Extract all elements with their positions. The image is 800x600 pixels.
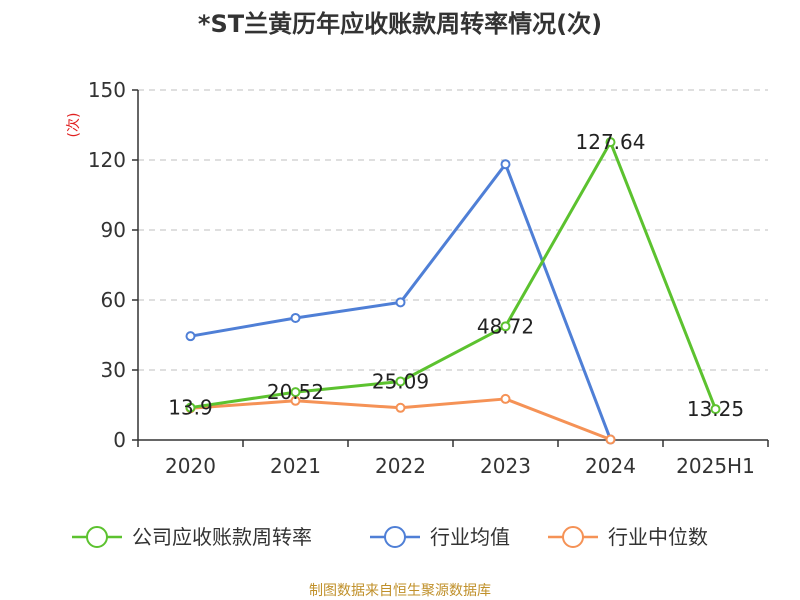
y-tick-label-90: 90 <box>101 218 126 242</box>
y-tick-label-0: 0 <box>113 428 126 452</box>
legend-item-1[interactable]: 行业均值 <box>370 525 510 549</box>
data-point-0-2022 <box>395 376 406 387</box>
legend-marker-0 <box>86 526 108 548</box>
source-note: 制图数据来自恒生聚源数据库 <box>309 583 491 599</box>
y-tick-label-150: 150 <box>88 78 126 102</box>
data-point-0-2021 <box>290 387 301 398</box>
legend-label-2: 行业中位数 <box>608 525 708 549</box>
data-point-1-2020 <box>185 331 196 342</box>
legend-label-0: 公司应收账款周转率 <box>132 525 312 549</box>
data-point-0-2024 <box>605 137 616 148</box>
axes: 0 30 60 90 120 150 2020 2021 2022 2023 2024 2025H1 <box>88 78 769 478</box>
y-tick-label-30: 30 <box>101 358 126 382</box>
x-tick-label-2023: 2023 <box>480 454 531 478</box>
data-label-2020: 13.9 <box>168 396 213 420</box>
data-point-2-2022 <box>395 402 406 413</box>
y-axis-label: (次) <box>66 113 82 138</box>
legend-item-2[interactable]: 行业中位数 <box>548 525 708 549</box>
data-label-2023: 48.72 <box>477 314 534 338</box>
data-point-0-2020 <box>185 402 196 413</box>
y-tick-label-120: 120 <box>88 148 126 172</box>
series-1 <box>185 159 616 445</box>
data-label-2024: 127.64 <box>576 130 646 154</box>
x-tick-label-2020: 2020 <box>165 454 216 478</box>
legend-marker-2 <box>562 526 584 548</box>
chart-title: *ST兰黄历年应收账款周转率情况(次) <box>198 10 602 38</box>
data-point-1-2022 <box>395 297 406 308</box>
data-point-1-2023 <box>500 159 511 170</box>
series-line-0 <box>190 140 717 410</box>
data-point-2-2023 <box>500 393 511 404</box>
x-tick-label-2021: 2021 <box>270 454 321 478</box>
data-labels: 13.9 20.52 25.09 48.72 127.64 13.25 <box>168 130 744 421</box>
data-point-0-2025H1 <box>710 404 721 415</box>
x-tick-label-2024: 2024 <box>585 454 636 478</box>
x-tick-label-2025H1: 2025H1 <box>676 454 755 478</box>
data-point-1-2021 <box>290 312 301 323</box>
x-tick-label-2022: 2022 <box>375 454 426 478</box>
data-label-2022: 25.09 <box>372 369 429 393</box>
data-label-2025H1: 13.25 <box>687 397 744 421</box>
legend[interactable]: 公司应收账款周转率 行业均值 行业中位数 <box>72 525 708 549</box>
data-point-2-2024 <box>605 434 616 445</box>
y-tick-label-60: 60 <box>101 288 126 312</box>
legend-marker-1 <box>384 526 406 548</box>
gridlines <box>138 89 768 371</box>
series-2 <box>185 393 616 445</box>
series-0 <box>185 137 721 415</box>
data-label-2021: 20.52 <box>267 380 324 404</box>
legend-item-0[interactable]: 公司应收账款周转率 <box>72 525 312 549</box>
series-lines <box>185 137 721 445</box>
data-point-0-2023 <box>500 321 511 332</box>
legend-label-1: 行业均值 <box>430 525 510 549</box>
